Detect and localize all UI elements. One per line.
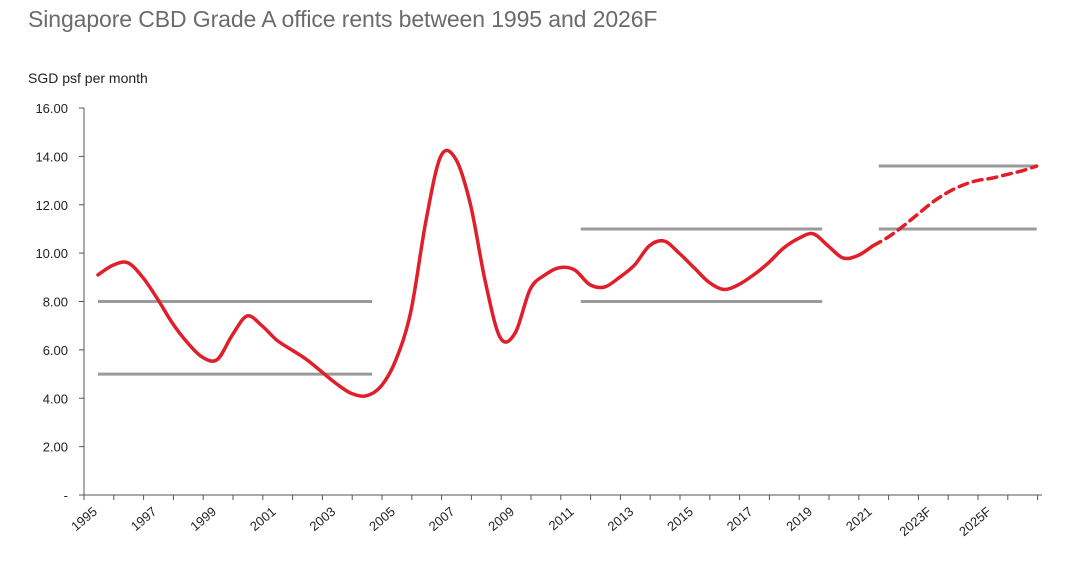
x-tick-label: 2021 bbox=[843, 504, 875, 534]
forecast-series-line bbox=[871, 164, 1039, 248]
x-tick-label: 2009 bbox=[485, 504, 517, 534]
y-tick-label: - bbox=[64, 488, 68, 503]
x-axis: 1995 1997 1999 2001 2003 2005 2007 2009 2011 2013… bbox=[68, 494, 1042, 539]
y-tick-label: 10.00 bbox=[35, 246, 68, 261]
x-tick-label: 2003 bbox=[307, 504, 339, 534]
x-tick-label: 2025F bbox=[956, 504, 994, 539]
y-tick-label: 6.00 bbox=[43, 343, 68, 358]
x-tick-label: 2005 bbox=[366, 504, 398, 534]
x-tick-label: 1997 bbox=[128, 504, 160, 534]
x-tick-label: 1999 bbox=[187, 504, 219, 534]
x-tick-label: 2007 bbox=[426, 504, 458, 534]
y-tick-label: 12.00 bbox=[35, 198, 68, 213]
x-tick-label: 2011 bbox=[546, 504, 577, 533]
reference-lines bbox=[98, 164, 1037, 376]
x-tick-label: 2015 bbox=[664, 504, 696, 534]
series-group bbox=[96, 148, 1039, 398]
actual-series-line bbox=[96, 148, 875, 398]
x-tick-label: 1995 bbox=[68, 504, 100, 534]
y-tick-label: 4.00 bbox=[43, 391, 68, 406]
x-tick-label: 2001 bbox=[247, 504, 279, 534]
y-tick-label: 8.00 bbox=[43, 295, 68, 310]
y-axis: - 2.00 4.00 6.00 8.00 10.00 12.00 14.00 16.00 bbox=[35, 101, 85, 503]
chart-title: Singapore CBD Grade A office rents betwe… bbox=[28, 6, 658, 32]
y-tick-label: 2.00 bbox=[43, 440, 68, 455]
x-tick-label: 2013 bbox=[605, 504, 637, 534]
x-tick-label: 2017 bbox=[724, 504, 756, 534]
x-tick-label: 2023F bbox=[896, 504, 934, 539]
y-tick-label: 16.00 bbox=[35, 101, 68, 116]
y-tick-label: 14.00 bbox=[35, 149, 68, 164]
x-tick-label: 2019 bbox=[783, 504, 815, 534]
y-axis-label: SGD psf per month bbox=[28, 70, 148, 86]
